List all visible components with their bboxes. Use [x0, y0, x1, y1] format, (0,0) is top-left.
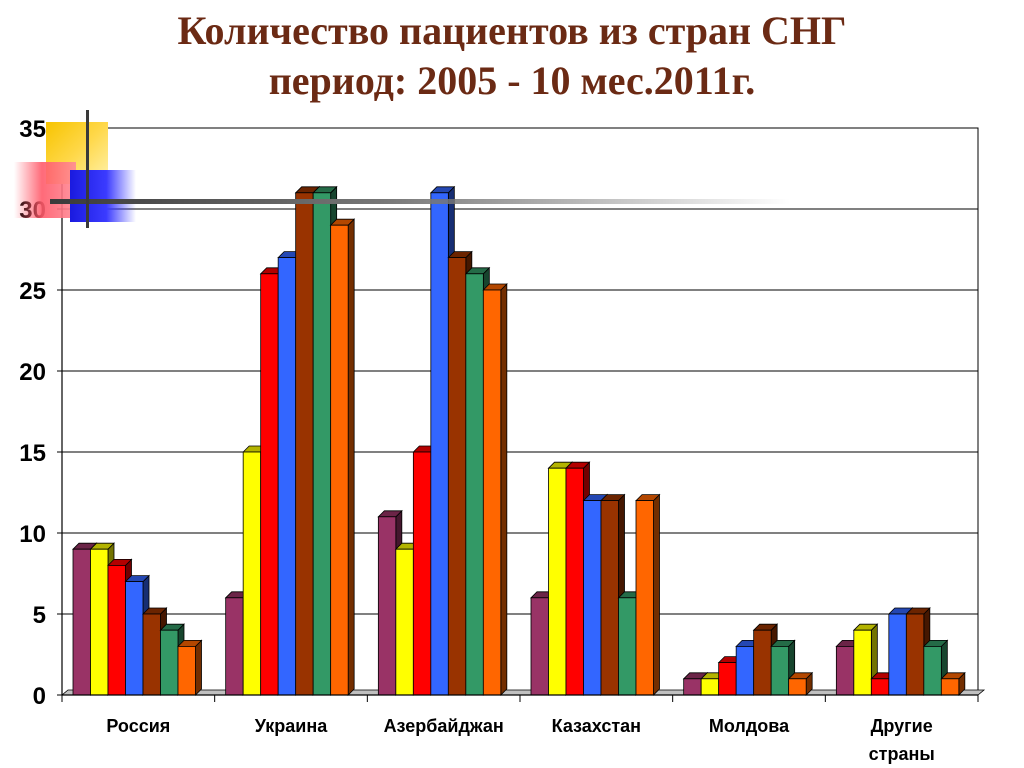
x-tick-label-line: Россия	[106, 716, 170, 736]
x-tick-label-line: Другие	[871, 716, 933, 736]
y-tick-label: 10	[19, 521, 46, 548]
decor-blue-square	[70, 170, 136, 222]
plot-area	[61, 127, 979, 696]
bar-front	[277, 257, 297, 696]
bar-front	[330, 224, 349, 696]
bar-front	[107, 565, 126, 696]
y-tick-label: 5	[33, 602, 46, 629]
bar-front	[90, 548, 109, 696]
x-tick-label: Азербайджан	[384, 716, 504, 736]
bar-side	[500, 283, 508, 696]
bar-side	[195, 639, 202, 696]
x-tick-label: Украина	[255, 716, 328, 736]
bar-front	[683, 678, 702, 696]
bar-3-6	[635, 493, 661, 696]
bar-5-5	[922, 639, 949, 696]
bar-front	[940, 678, 960, 696]
bar-4-6	[787, 671, 814, 696]
bar-front	[72, 548, 91, 696]
bar-front	[788, 678, 807, 696]
bar-front	[530, 597, 549, 696]
bars	[72, 185, 966, 696]
bar-front	[548, 467, 567, 696]
bar-front	[905, 613, 925, 696]
bar-front	[447, 257, 467, 696]
bar-front	[142, 613, 161, 696]
bar-5-6	[940, 671, 966, 696]
bar-side	[653, 493, 660, 696]
bar-front	[618, 597, 637, 696]
decor-red-square	[14, 162, 76, 218]
x-tick-label-line: страны	[869, 744, 935, 764]
bar-front	[835, 646, 855, 696]
x-tick-label-line: Азербайджан	[384, 716, 504, 736]
bar-front	[700, 678, 720, 696]
bar-front	[295, 192, 314, 696]
x-tick-label: Другие страны	[869, 716, 935, 764]
bar-front	[395, 548, 414, 696]
bar-front	[870, 678, 890, 696]
chart-title: Количество пациентов из стран СНГ период…	[0, 6, 1024, 106]
chart-title-line-2: период: 2005 - 10 мес.2011г.	[268, 58, 756, 103]
bar-side	[347, 218, 355, 696]
bar-front	[753, 629, 772, 696]
bar-front	[260, 273, 279, 696]
bar-front	[600, 500, 619, 696]
bar-front	[735, 646, 755, 696]
bar-front	[430, 192, 449, 696]
bar-front	[853, 629, 872, 696]
bar-front	[312, 192, 332, 696]
x-tick-label: Казахстан	[552, 716, 641, 736]
decor-horizontal-line	[50, 199, 790, 204]
bar-front	[377, 516, 397, 696]
decor-vertical-line	[86, 110, 89, 228]
bar-front	[177, 646, 196, 696]
bar-front	[635, 500, 654, 696]
gridlines	[61, 127, 979, 696]
x-tick-label: Россия	[106, 716, 170, 736]
bar-0-6	[177, 639, 203, 696]
x-tick-label: Молдова	[709, 716, 790, 736]
y-tick-label: 15	[19, 440, 46, 467]
y-tick-label: 0	[33, 683, 46, 710]
bar-1-6	[329, 218, 356, 696]
x-tick-label-line: Молдова	[709, 716, 790, 736]
bar-front	[718, 662, 737, 696]
y-tick-label: 20	[19, 359, 46, 386]
bar-front	[565, 467, 584, 696]
bar-front	[482, 289, 502, 696]
chart-title-line-1: Количество пациентов из стран СНГ	[177, 8, 847, 53]
bar-front	[160, 629, 179, 696]
bar-front	[770, 646, 790, 696]
bar-front	[242, 451, 262, 696]
bar-front	[888, 613, 907, 696]
bar-front	[125, 581, 144, 696]
bar-front	[412, 451, 432, 696]
axes	[57, 127, 979, 702]
bar-front	[923, 646, 942, 696]
bar-front	[465, 273, 484, 696]
x-tick-labels: Россия Украина Азербайджан Казахстан Молдова…	[106, 716, 934, 764]
x-tick-label-line: Казахстан	[552, 716, 641, 736]
bar-front	[225, 597, 244, 696]
bar-front	[583, 500, 602, 696]
bar-2-6	[482, 283, 508, 696]
y-tick-label: 25	[19, 278, 46, 305]
x-tick-label-line: Украина	[255, 716, 328, 736]
y-tick-label: 35	[19, 116, 46, 143]
